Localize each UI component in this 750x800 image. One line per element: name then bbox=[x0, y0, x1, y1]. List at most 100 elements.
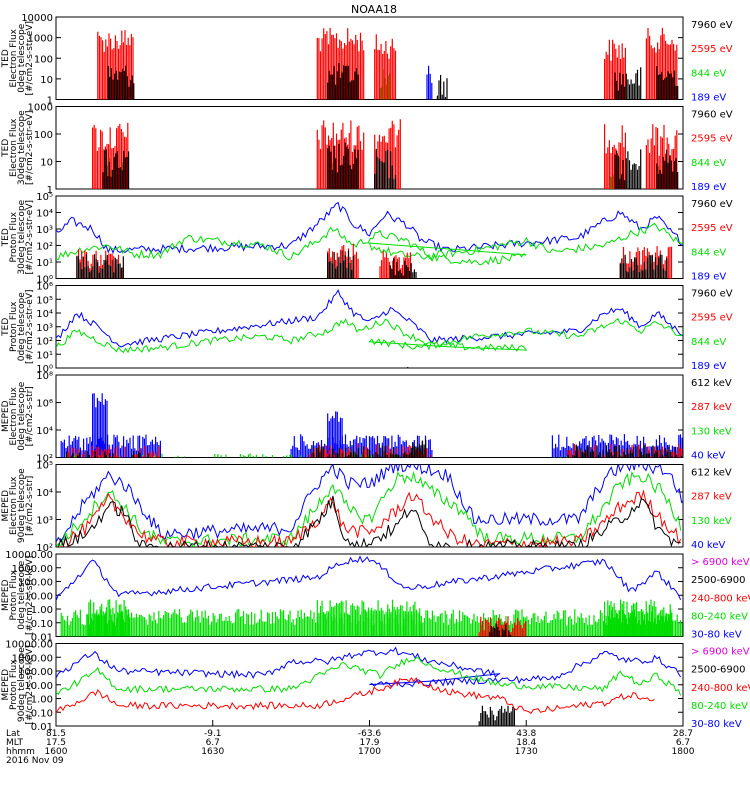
series-spikes bbox=[656, 66, 679, 100]
legend-entry: 189 eV bbox=[691, 182, 726, 193]
series-spikes bbox=[645, 27, 678, 100]
y-tick-label: 10⁶ bbox=[36, 282, 53, 293]
legend-entry: 612 keV bbox=[691, 378, 732, 389]
series-spikes bbox=[436, 75, 448, 100]
series-240-800-kev bbox=[478, 616, 527, 637]
plot-area bbox=[56, 555, 683, 637]
y-tick-label: 1000.00 bbox=[12, 564, 53, 575]
y-axis-label: [#/cm2-s-str] bbox=[25, 386, 35, 446]
series-spikes bbox=[65, 451, 149, 458]
y-tick-label: 10000.00 bbox=[5, 550, 53, 561]
x-tick-label-mlt: 6.7 bbox=[206, 738, 220, 748]
y-tick-label: 10.00 bbox=[24, 681, 53, 692]
series-40-kev bbox=[56, 464, 683, 543]
x-tick-label-mlt: 6.7 bbox=[676, 738, 690, 748]
legend-entry: 844 eV bbox=[691, 68, 726, 79]
series-7960-ev bbox=[102, 142, 679, 189]
plot-area bbox=[60, 393, 683, 458]
y-axis-label: Proton Flux bbox=[9, 301, 19, 352]
plot-area bbox=[56, 464, 683, 547]
y-tick-label: 10⁴ bbox=[36, 488, 53, 499]
series-spikes bbox=[407, 367, 409, 368]
y-tick-label: 10000.00 bbox=[5, 640, 53, 651]
series-spikes bbox=[645, 124, 678, 189]
legend-entry: 40 keV bbox=[691, 451, 725, 462]
series-spikes bbox=[614, 149, 642, 189]
y-tick-label: 10⁶ bbox=[36, 399, 53, 410]
x-tick-label-lat: 28.7 bbox=[673, 729, 693, 739]
legend-entry: 189 eV bbox=[691, 361, 726, 372]
series-line bbox=[56, 676, 655, 715]
series-spikes bbox=[92, 122, 129, 189]
y-axis-label: 30deg telescope bbox=[17, 110, 27, 185]
y-axis-label: Proton Flux bbox=[9, 211, 19, 262]
y-tick-label: 0.10 bbox=[31, 619, 53, 630]
legend-entry: 2595 eV bbox=[691, 313, 733, 324]
legend-entry: 2595 eV bbox=[691, 223, 733, 234]
y-tick-label: 100.00 bbox=[18, 578, 53, 589]
legend-entry: 130 keV bbox=[691, 516, 732, 527]
series-spikes bbox=[316, 120, 365, 189]
y-tick-label: 10² bbox=[36, 543, 53, 554]
y-tick-label: 1000 bbox=[28, 34, 53, 45]
y-tick-label: 10² bbox=[36, 242, 53, 253]
legend-entry: > 6900 keV bbox=[691, 647, 750, 658]
series-spikes bbox=[619, 254, 668, 279]
x-tick-label-mlt: 18.4 bbox=[516, 738, 536, 748]
y-tick-label: 10 bbox=[40, 158, 53, 169]
y-axis-label: Electron Flux bbox=[9, 386, 19, 445]
series-line bbox=[56, 222, 683, 266]
series-spikes bbox=[604, 124, 626, 189]
legend-entry: 612 keV bbox=[691, 468, 732, 479]
series-spikes bbox=[86, 599, 130, 637]
series-spikes bbox=[656, 149, 679, 189]
legend-entry: 80-240 keV bbox=[691, 701, 748, 712]
y-axis-label: MEPED bbox=[1, 669, 11, 701]
y-tick-label: 10³ bbox=[36, 323, 53, 334]
legend-entry: 2595 eV bbox=[691, 44, 733, 55]
y-tick-label: 1.00 bbox=[31, 605, 53, 616]
series-spikes bbox=[567, 445, 683, 458]
legend-entry: 240-800 keV bbox=[691, 683, 750, 694]
y-axis-label: 90deg telescope bbox=[17, 468, 27, 543]
x-row-label: hhmm bbox=[6, 747, 35, 757]
y-axis-label: Proton Flux bbox=[9, 569, 19, 620]
y-axis-label: TED bbox=[1, 228, 11, 247]
x-tick-label-lat: 81.5 bbox=[46, 729, 66, 739]
y-tick-label: 100 bbox=[34, 130, 53, 141]
legend-entry: 7960 eV bbox=[691, 289, 733, 300]
series-189-ev bbox=[56, 201, 683, 255]
series-240-800-kev bbox=[56, 676, 655, 715]
x-tick-label-lat: -9.1 bbox=[204, 729, 222, 739]
series-spikes bbox=[102, 149, 130, 189]
y-tick-label: 0.10 bbox=[31, 708, 53, 719]
series-line bbox=[56, 657, 682, 696]
date-label: 2016 Nov 09 bbox=[6, 756, 64, 766]
y-tick-label: 100 bbox=[34, 54, 53, 65]
y-axis-label: [#/cm2-s-str-eV] bbox=[25, 110, 35, 185]
y-axis-label: TED bbox=[1, 49, 11, 68]
legend-entry: 7960 eV bbox=[691, 20, 733, 31]
y-tick-label: 10⁰ bbox=[36, 275, 53, 286]
series-spikes bbox=[374, 148, 397, 189]
series-130-kev bbox=[56, 470, 682, 547]
legend-entry: 30-80 keV bbox=[691, 719, 742, 730]
y-tick-label: 1.00 bbox=[31, 695, 53, 706]
y-tick-label: 1 bbox=[47, 185, 53, 196]
y-tick-label: 10⁵ bbox=[36, 192, 53, 203]
series-spikes bbox=[92, 393, 108, 458]
series-2595-ev bbox=[97, 27, 678, 100]
y-tick-label: 10⁴ bbox=[36, 426, 53, 437]
series-7960-ev bbox=[76, 250, 668, 279]
panel-frame bbox=[55, 464, 684, 548]
panel-frame bbox=[55, 195, 684, 279]
series-spikes bbox=[489, 623, 512, 637]
legend-entry: 7960 eV bbox=[691, 110, 733, 121]
y-axis-label: 0deg telescope bbox=[17, 292, 27, 362]
x-tick-label-hhmm: 1700 bbox=[358, 747, 381, 757]
series-spikes bbox=[374, 34, 397, 100]
legend-entry: 844 eV bbox=[691, 158, 726, 169]
series-spikes bbox=[604, 599, 673, 637]
